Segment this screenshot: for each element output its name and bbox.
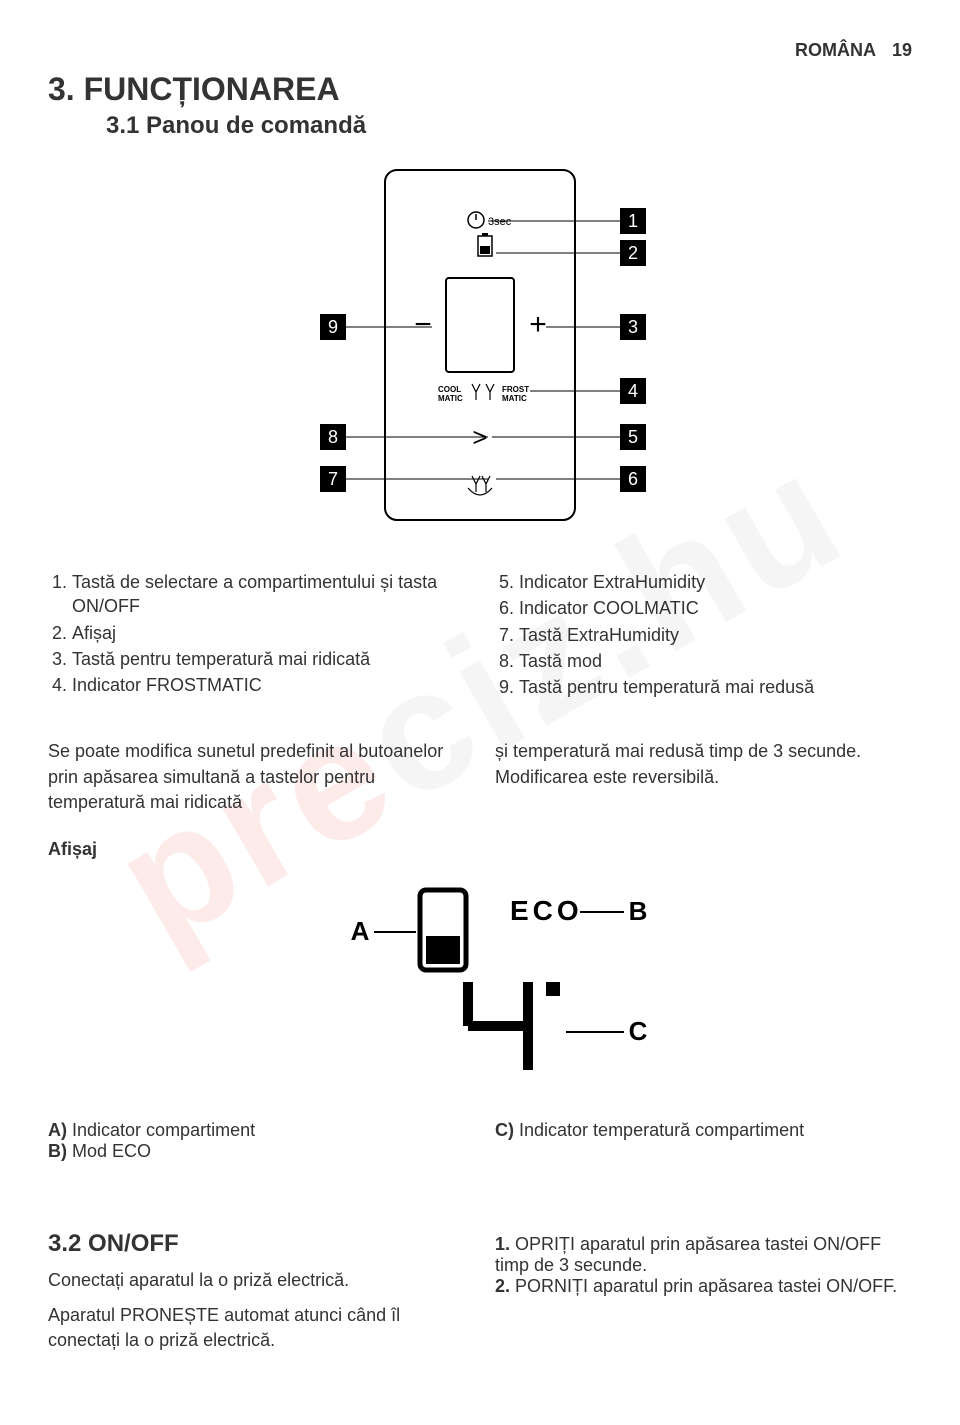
onoff-title: 3.2 ON/OFF — [48, 1230, 465, 1258]
legend-5: Indicator ExtraHumidity — [519, 570, 912, 594]
legend-1: Tastă de selectare a compartimentului și… — [72, 570, 465, 619]
svg-text:2: 2 — [628, 243, 638, 263]
sound-note-left: Se poate modifica sunetul predefinit al … — [48, 739, 465, 815]
header-lang: ROMÂNA — [795, 40, 876, 61]
svg-text:3sec: 3sec — [488, 216, 512, 228]
svg-text:1: 1 — [628, 211, 638, 231]
svg-text:−: − — [414, 308, 432, 341]
svg-text:ECO: ECO — [510, 895, 583, 926]
onoff-step-2: 2. PORNIȚI aparatul prin apăsarea tastei… — [495, 1276, 912, 1297]
legend-4: Indicator FROSTMATIC — [72, 673, 465, 697]
svg-text:3: 3 — [628, 317, 638, 337]
svg-text:5: 5 — [628, 427, 638, 447]
svg-text:FROST: FROST — [502, 385, 529, 394]
svg-text:C: C — [629, 1016, 648, 1046]
svg-text:9: 9 — [328, 317, 338, 337]
legend-9: Tastă pentru temperatură mai redusă — [519, 675, 912, 699]
svg-text:7: 7 — [328, 469, 338, 489]
display-heading: Afișaj — [48, 839, 912, 860]
legend-A: A) Indicator compartiment — [48, 1120, 465, 1141]
header-page: 19 — [892, 40, 912, 61]
page-header: ROMÂNA 19 — [48, 40, 912, 61]
onoff-p1: Conectați aparatul la o priză electrică. — [48, 1268, 465, 1293]
svg-text:4: 4 — [628, 381, 638, 401]
sound-note: Se poate modifica sunetul predefinit al … — [48, 739, 912, 815]
section-title: 3. FUNCȚIONAREA — [48, 71, 912, 108]
svg-text:B: B — [629, 896, 648, 926]
legend-3: Tastă pentru temperatură mai ridicată — [72, 647, 465, 671]
svg-text:+: + — [529, 308, 547, 341]
legend-8: Tastă mod — [519, 649, 912, 673]
legend-C: C) Indicator temperatură compartiment — [495, 1120, 912, 1141]
onoff-section: 3.2 ON/OFF Conectați aparatul la o priză… — [48, 1200, 912, 1354]
svg-text:6: 6 — [628, 469, 638, 489]
control-panel-diagram: 3sec − + COOL MATIC FROST MATIC > — [48, 160, 912, 540]
onoff-p2: Aparatul PRONEȘTE automat atunci când îl… — [48, 1303, 465, 1353]
display-legend: A) Indicator compartiment B) Mod ECO C) … — [48, 1120, 912, 1162]
section-sub: 3.1 Panou de comandă — [48, 112, 912, 140]
legend-7: Tastă ExtraHumidity — [519, 623, 912, 647]
display-diagram: A ECO B C — [48, 870, 912, 1090]
onoff-step-1: 1. OPRIȚI aparatul prin apăsarea tastei … — [495, 1234, 912, 1276]
legend-6: Indicator COOLMATIC — [519, 596, 912, 620]
svg-text:8: 8 — [328, 427, 338, 447]
sound-note-right: și temperatură mai redusă timp de 3 secu… — [495, 739, 912, 815]
svg-text:MATIC: MATIC — [438, 394, 463, 403]
legend-2: Afișaj — [72, 621, 465, 645]
legend-B: B) Mod ECO — [48, 1141, 465, 1162]
svg-text:COOL: COOL — [438, 385, 461, 394]
panel-legend: Tastă de selectare a compartimentului și… — [48, 570, 912, 701]
svg-text:A: A — [351, 916, 370, 946]
svg-text:MATIC: MATIC — [502, 394, 527, 403]
